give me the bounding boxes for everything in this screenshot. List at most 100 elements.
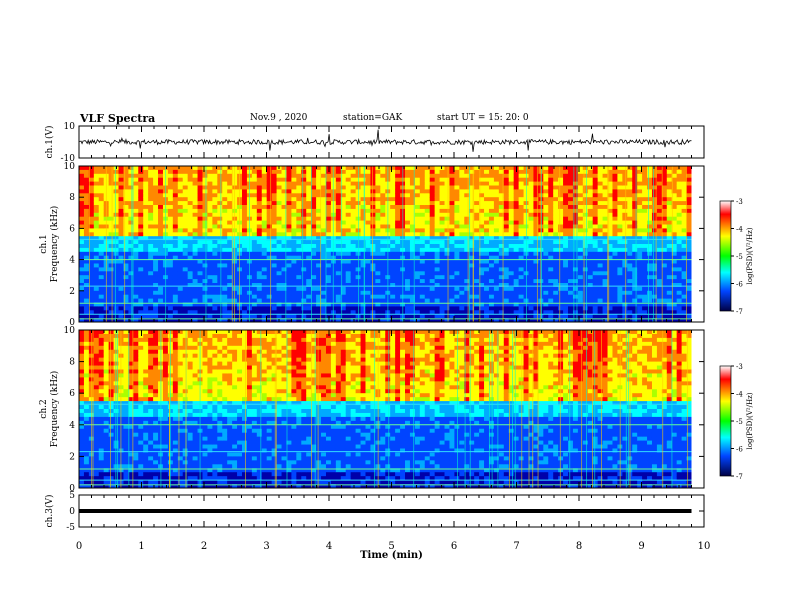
ch1-spectrogram-cell [642,255,648,260]
ch1-spectrogram-cell [622,212,628,218]
ch1-spectrogram-cell [666,169,673,175]
ch1-spectrogram-cell [128,216,134,221]
ch1-spectrogram-cell [444,244,450,249]
ch1-spectrogram-cell [587,306,594,311]
ch1-spectrogram-cell [528,205,534,210]
ch1-spectrogram-cell [335,290,342,296]
ch1-spectrogram-cell [454,185,460,190]
ch1-spectrogram-cell [409,173,416,179]
ch1-spectrogram-cell [108,259,114,264]
ch1-spectrogram-cell [108,271,114,276]
ch1-spectrogram-cell [217,302,223,307]
ch1-spectrogram-cell [390,177,396,182]
ch1-spectrogram-cell [83,212,90,218]
ch1-spectrogram-cell [597,318,603,323]
ch1-spectrogram-cell [503,220,510,225]
ch1-spectrogram-cell [493,283,500,288]
ch1-spectrogram-cell [390,251,396,257]
ch1-spectrogram-cell [528,236,534,241]
ch1-spectrogram-cell [671,251,678,257]
ch1-spectrogram-cell [627,283,633,288]
ch1-spectrogram-cell [405,279,411,284]
ch1-spectrogram-cell [607,201,613,206]
ch1-spectrogram-cell [414,251,421,257]
ch1-spectrogram-cell [98,310,105,315]
ch1-spectrogram-cell [118,247,124,253]
ch1-spectrogram-cell [429,251,436,257]
ch1-spectrogram-cell [434,228,440,233]
ch1-spectrogram-cell [143,259,149,264]
ch1-spectrogram-cell [597,275,603,280]
ch1-spectrogram-cell [464,197,470,202]
ch1-spectrogram-cell [582,302,589,307]
ch1-spectrogram-cell [202,193,208,198]
ch1-spectrogram-cell [409,201,416,206]
station-label: station=GAK [343,113,403,123]
ch1-spectrogram-cell [568,244,574,249]
ch1-spectrogram-cell [158,228,164,233]
ch1-spectrogram-cell [192,294,198,299]
ch1-spectrogram-cell [612,232,618,237]
ch1-spectrogram-cell [617,169,623,175]
ch1-spectrogram-cell [434,216,440,221]
ch1-spectrogram-cell [340,220,347,225]
ch1-spectrogram-cell [661,220,668,225]
ch1-spectrogram-cell [587,244,594,249]
ch1-spectrogram-cell [281,247,287,253]
ch1-spectrogram-cell [617,166,623,171]
ch1-spectrogram-cell [207,240,213,245]
ch1-spectrogram-cell [321,251,327,257]
ch1-spectrogram-cell [602,279,608,284]
ch1-spectrogram-cell [311,240,317,245]
ch1-spectrogram-cell [242,169,248,175]
ch1-spectrogram-cell [266,318,273,323]
ch1-spectrogram-cell [261,228,268,233]
ch1-spectrogram-cell [192,169,198,175]
ch1-spectrogram-cell [113,212,119,218]
ch1-spectrogram-cell [622,236,628,241]
ch1-spectrogram-cell [647,318,653,323]
ch1-spectrogram-cell [138,240,144,245]
ch1-spectrogram-cell [484,208,490,214]
ch1-spectrogram-cell [301,306,307,311]
ch1-spectrogram-cell [414,173,421,179]
ch1-spectrogram-cell [513,181,520,186]
ch1-spectrogram-cell [409,205,416,210]
ch1-spectrogram-cell [380,310,386,315]
ch1-spectrogram-cell [671,267,678,272]
ch1-spectrogram-cell [563,240,569,245]
ch1-spectrogram-cell [217,208,223,214]
ch1-spectrogram-cell [469,263,475,268]
ch1-spectrogram-cell [365,275,371,280]
ch1-spectrogram-cell [375,169,381,175]
ch1-spectrogram-cell [597,279,603,284]
ch1-spectrogram-cell [503,208,510,214]
ch1-spectrogram-cell [182,263,189,268]
ch1-spectrogram-cell [627,275,633,280]
ch1-spectrogram-cell [83,294,90,299]
ch1-spectrogram-cell [558,240,564,245]
ch1-spectrogram-cell [597,310,603,315]
ch1-spectrogram-cell [498,201,505,206]
ch1-spectrogram-cell [395,286,401,292]
ch1-spectrogram-cell [647,185,653,190]
ch1-spectrogram-cell [325,208,332,214]
ch1-spectrogram-cell [380,290,386,296]
ch1-spectrogram-cell [572,208,579,214]
ch1-spectrogram-cell [577,302,584,307]
ch1-spectrogram-cell [158,181,164,186]
ch1-spectrogram-cell [301,294,307,299]
ch1-spectrogram-cell [484,318,490,323]
ch1-spectrogram-cell [444,306,450,311]
ch1-spectrogram-cell [311,247,317,253]
ch1-spectrogram-cell [671,244,678,249]
ch1-spectrogram-cell [558,283,564,288]
ch1-spectrogram-cell [360,263,366,268]
ch1-spectrogram-cell [83,314,90,319]
ch1-spectrogram-cell [642,216,648,221]
ch1-spectrogram-cell [182,259,189,264]
ch1-spectrogram-cell [419,189,426,194]
ch1-spectrogram-cell [340,298,347,303]
ch1-spectrogram-cell [197,298,203,303]
ch1-spectrogram-cell [414,205,421,210]
